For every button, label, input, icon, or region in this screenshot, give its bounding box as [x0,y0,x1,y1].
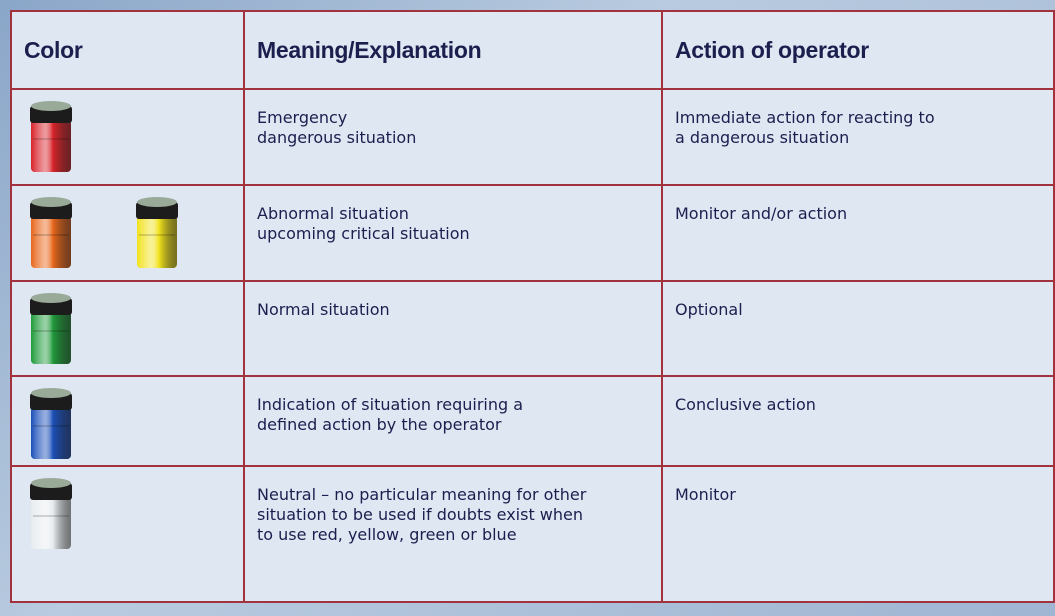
lamp-group [12,467,243,553]
meaning-text: Abnormal situation [257,204,409,223]
action-cell: Monitor and/or action [661,184,1055,282]
table-row: Abnormal situation upcoming critical situ… [10,184,1055,282]
table-row: Neutral – no particular meaning for othe… [10,465,1055,603]
action-text: Optional [675,300,743,319]
meaning-cell: Abnormal situation upcoming critical situ… [243,184,663,282]
color-cell [10,465,245,603]
lamp-group [12,377,243,463]
meaning-cell: Indication of situation requiring a defin… [243,375,663,467]
signal-lamp [30,101,72,172]
table-row: Indication of situation requiring a defin… [10,375,1055,467]
action-cell: Immediate action for reacting to a danger… [661,88,1055,186]
header-cell: Action of operator [661,10,1055,90]
action-text: Monitor [675,485,736,504]
signal-table: Color Meaning/Explanation Action of oper… [10,10,1055,603]
meaning-cell: Normal situation [243,280,663,377]
header-row: Color Meaning/Explanation Action of oper… [10,10,1055,90]
meaning-text: Indication of situation requiring a [257,395,524,414]
action-text: Monitor and/or action [675,204,848,223]
signal-lamp [136,197,178,268]
action-cell: Optional [661,280,1055,377]
signal-lamp [30,197,72,268]
signal-lamp [30,388,72,459]
meaning-cell: Emergency dangerous situation [243,88,663,186]
color-cell [10,88,245,186]
meaning-text: Neutral – no particular meaning for othe… [257,485,587,504]
meaning-text: to use red, yellow, green or blue [257,525,517,544]
signal-lamp [30,478,72,549]
meaning-text: dangerous situation [257,128,417,147]
action-text: Conclusive action [675,395,816,414]
lamp-group [12,186,243,272]
color-cell [10,375,245,467]
meaning-cell: Neutral – no particular meaning for othe… [243,465,663,603]
color-cell [10,280,245,377]
lamp-group [12,282,243,368]
action-cell: Conclusive action [661,375,1055,467]
table-body: Emergency dangerous situation Immediate ac… [10,88,1055,603]
header-cell: Meaning/Explanation [243,10,663,90]
signal-lamp [30,293,72,364]
action-text: a dangerous situation [675,128,850,147]
meaning-text: Emergency [257,108,348,127]
color-cell [10,184,245,282]
meaning-text: defined action by the operator [257,415,502,434]
meaning-text: situation to be used if doubts exist whe… [257,505,584,524]
action-cell: Monitor [661,465,1055,603]
meaning-text: Normal situation [257,300,390,319]
meaning-text: upcoming critical situation [257,224,470,243]
lamp-group [12,90,243,176]
table-row: Normal situation Optional [10,280,1055,377]
table-row: Emergency dangerous situation Immediate ac… [10,88,1055,186]
header-cell: Color [10,10,245,90]
action-text: Immediate action for reacting to [675,108,935,127]
